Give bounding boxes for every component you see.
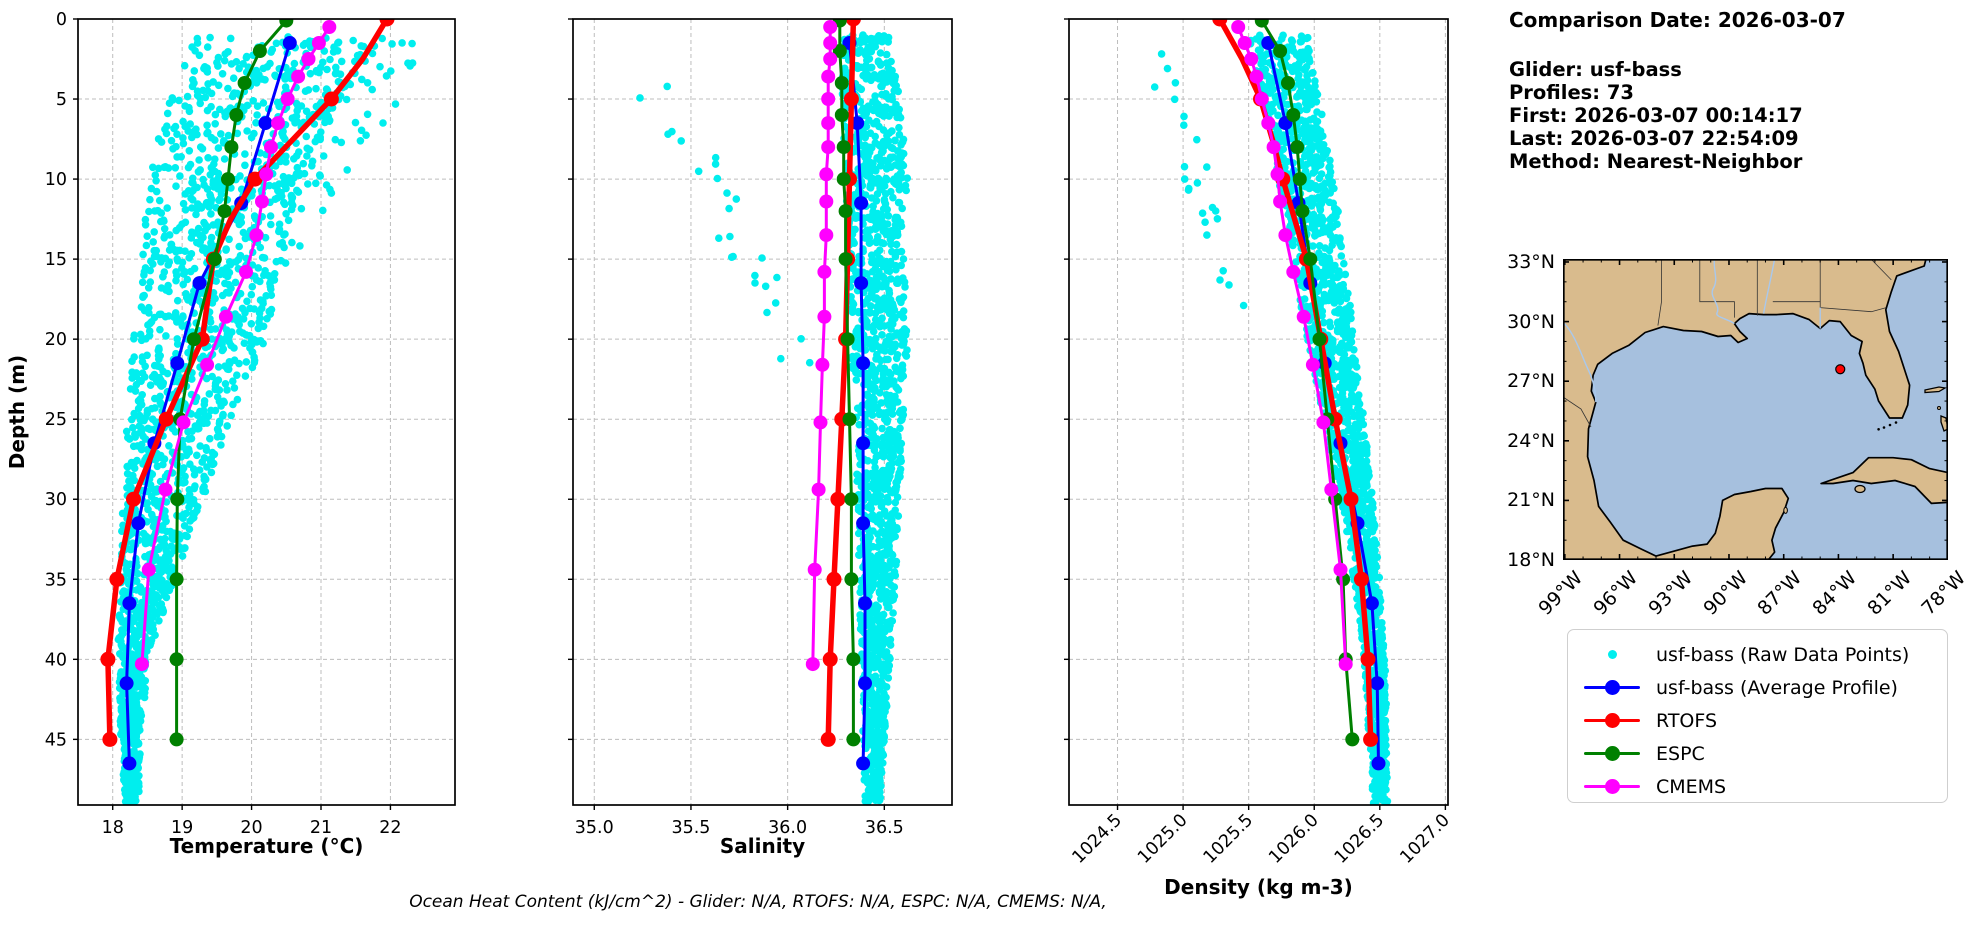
depth-tick-label: 5 — [56, 90, 67, 110]
x-tick-label: 1025.5 — [1200, 810, 1257, 867]
lat-tick-label: 33°N — [1507, 250, 1555, 273]
interpolation-method: Method: Nearest-Neighbor — [1509, 150, 1803, 173]
legend: usf-bass (Raw Data Points) usf-bass (Ave… — [1567, 629, 1948, 803]
x-axis-label: Salinity — [720, 834, 805, 858]
x-tick-label: 35.0 — [575, 818, 614, 838]
plot-frame — [77, 18, 456, 806]
profiles-count: Profiles: 73 — [1509, 81, 1634, 104]
depth-tick-label: 25 — [45, 410, 67, 430]
x-tick-label: 1026.5 — [1331, 810, 1388, 867]
density-profile-panel: 1024.5 1025.0 1025.5 1026.0 1026.5 1027.0 Dens… — [1064, 18, 1454, 899]
depth-tick-label: 15 — [45, 250, 67, 270]
x-tick-label: 1026.0 — [1265, 810, 1322, 867]
x-tick-label: 19 — [171, 818, 193, 838]
cmems-swatch — [1582, 779, 1642, 794]
cozumel-island — [1783, 506, 1788, 514]
depth-tick-label: 30 — [45, 490, 67, 510]
espc-swatch — [1582, 746, 1642, 761]
lat-tick-label: 30°N — [1507, 310, 1555, 333]
x-tick-label: 36.0 — [768, 818, 807, 838]
plot-frame — [1068, 18, 1449, 806]
depth-tick-label: 40 — [45, 650, 67, 670]
x-axis-label: Temperature (°C) — [170, 834, 364, 858]
map-land — [1563, 259, 1948, 560]
x-tick-label: 36.5 — [865, 818, 904, 838]
first-profile-time: First: 2026-03-07 00:14:17 — [1509, 104, 1803, 127]
rtofs-swatch — [1582, 713, 1642, 728]
x-tick-label: 18 — [102, 818, 124, 838]
isla-juventud — [1854, 484, 1866, 494]
depth-tick-label: 45 — [45, 730, 67, 750]
average-profile-swatch — [1582, 680, 1642, 695]
lat-tick-label: 24°N — [1507, 429, 1555, 452]
profile-line-espc — [169, 19, 294, 747]
map-frame — [1563, 259, 1948, 560]
depth-tick-label: 10 — [45, 170, 67, 190]
lat-tick-label: 18°N — [1507, 549, 1555, 572]
gulf-of-mexico-map — [1563, 259, 1948, 560]
profile-line-avg — [842, 36, 872, 771]
x-tick-label: 20 — [240, 818, 262, 838]
glider-location-marker — [1835, 364, 1846, 375]
lat-tick-label: 27°N — [1507, 370, 1555, 393]
legend-item-rtofs: RTOFS — [1582, 704, 1947, 737]
profile-line-avg — [119, 36, 297, 771]
x-tick-label: 21 — [310, 818, 332, 838]
bimini-island — [1937, 406, 1941, 410]
y-axis-label: Depth (m) — [5, 355, 29, 469]
legend-item-raw: usf-bass (Raw Data Points) — [1582, 638, 1947, 671]
rivers — [1563, 259, 1821, 403]
x-axis-label: Density (kg m-3) — [1164, 875, 1353, 899]
x-tick-label: 22 — [379, 818, 401, 838]
florida-keys — [1877, 421, 1898, 431]
profile-line-espc — [832, 19, 861, 747]
last-profile-time: Last: 2026-03-07 22:54:09 — [1509, 127, 1799, 150]
profile-line-cmems — [1231, 20, 1353, 672]
grand-bahama-island — [1924, 386, 1947, 394]
salinity-profile-panel: 35.0 35.5 36.0 36.5 Salinity — [568, 18, 953, 858]
depth-tick-label: 0 — [56, 10, 67, 30]
lat-tick-label: 21°N — [1507, 489, 1555, 512]
temperature-profile-panel: 18 19 20 21 22 0 5 10 15 20 25 30 35 40 45 Temperature … — [45, 10, 456, 858]
raw-data-swatch — [1582, 650, 1642, 659]
comparison-date: Comparison Date: 2026-03-07 — [1509, 8, 1846, 32]
legend-item-average-profile: usf-bass (Average Profile) — [1582, 671, 1947, 704]
mainland-landmass — [1563, 259, 1927, 560]
info-panel: Comparison Date: 2026-03-07 Glider: usf-… — [1509, 8, 1979, 173]
profile-line-cmems — [134, 20, 337, 672]
cuba-island — [1820, 456, 1948, 505]
x-tick-label: 35.5 — [671, 818, 710, 838]
depth-tick-label: 20 — [45, 330, 67, 350]
andros-island — [1940, 415, 1948, 432]
legend-item-espc: ESPC — [1582, 737, 1947, 770]
x-tick-label: 1027.0 — [1396, 810, 1453, 867]
profile-line-cmems — [805, 20, 838, 672]
glider-name: Glider: usf-bass — [1509, 58, 1682, 81]
legend-item-cmems: CMEMS — [1582, 770, 1947, 803]
x-tick-label: 1024.5 — [1069, 810, 1126, 867]
plot-frame — [572, 18, 953, 806]
x-tick-label: 1025.0 — [1134, 810, 1191, 867]
ocean-heat-content-footnote: Ocean Heat Content (kJ/cm^2) - Glider: N… — [409, 892, 1107, 912]
raw-data-scatter — [636, 31, 912, 805]
depth-tick-label: 35 — [45, 570, 67, 590]
